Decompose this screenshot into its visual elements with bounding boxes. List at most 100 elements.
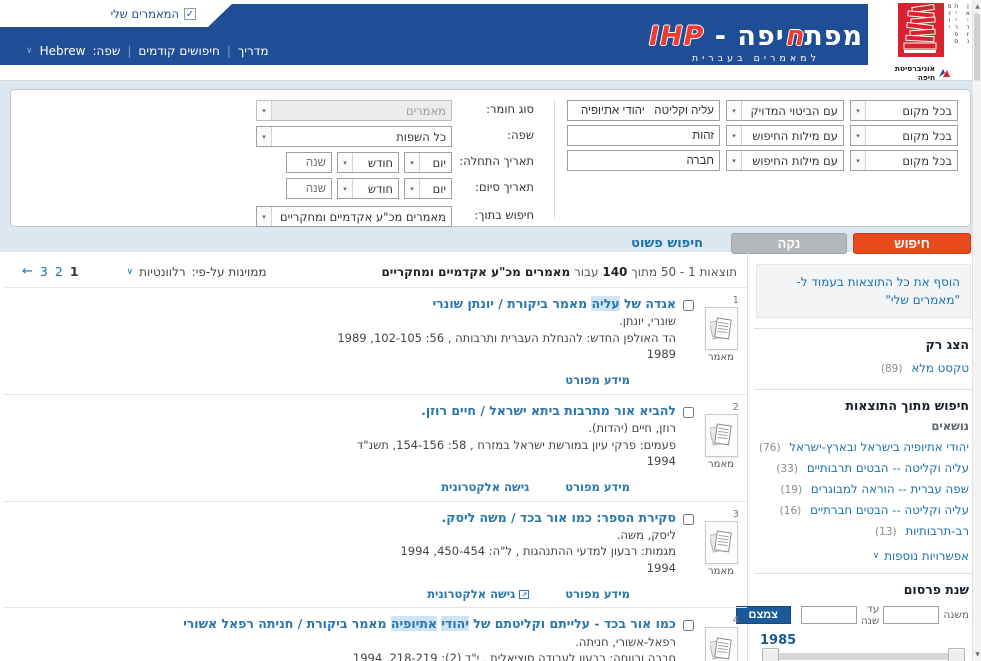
page-2-link[interactable]: 2 [54, 264, 63, 279]
topic-facet[interactable]: עליה וקליטה -- הבטים חברתיים [810, 503, 969, 517]
topic-facet[interactable]: עליה וקליטה -- הבטים תרבותיים [806, 461, 969, 475]
results-main: תוצאות 1 - 50 מתוך 140 עבור מאמרים מכ"ע … [0, 252, 747, 661]
logo-text2: יפה [737, 21, 785, 52]
scroll-up-arrow-icon[interactable]: ▲ [975, 3, 980, 10]
topic-facet[interactable]: רב-תרבותיות [905, 524, 969, 538]
result-title-link[interactable]: אגדה של עליה מאמר ביקורת / יונתן שונרי [432, 296, 676, 311]
nav-language-value[interactable]: Hebrew [39, 44, 86, 58]
results-count: 140 [602, 264, 628, 279]
page-3-link[interactable]: 3 [39, 264, 48, 279]
scope-select-1[interactable]: בכל מקום ▾ [850, 100, 958, 121]
search-button[interactable]: חיפוש [853, 233, 971, 254]
scope-select-3[interactable]: בכל מקום ▾ [850, 150, 958, 171]
add-all-box[interactable]: הוסף את כל התוצאות בעמוד ל-"מאמרים שלי" [756, 264, 971, 318]
topics-heading: נושאים [931, 419, 969, 433]
narrow-button[interactable]: צמצם [735, 606, 791, 624]
start-month-select[interactable]: חודש ▾ [337, 152, 399, 173]
scrollbar-thumb[interactable] [974, 13, 980, 81]
search-term-input-2[interactable] [567, 125, 720, 146]
add-all-link[interactable]: הוסף את כל התוצאות בעמוד ל-"מאמרים שלי" [796, 275, 960, 307]
select-arrow-icon[interactable]: ▾ [338, 153, 353, 172]
result-title-link[interactable]: סקירת הספר: כמו אור בכד / משה ליסק. [441, 509, 677, 525]
slider-handle-max[interactable] [948, 648, 965, 661]
slider-handle-min[interactable] [762, 648, 779, 661]
sort-control[interactable]: ממוינות על-פי: רלוונטיות ∨ [127, 265, 267, 279]
year-min-label: 1985 [760, 633, 797, 648]
select-arrow-icon[interactable]: ▾ [257, 127, 272, 146]
result-year: 1994 [646, 561, 676, 576]
detail-info-link[interactable]: מידע מפורט [565, 586, 630, 601]
slider-track[interactable] [762, 653, 965, 660]
material-type-badge: מאמר [708, 458, 734, 470]
select-arrow-icon[interactable]: ▾ [727, 126, 742, 145]
select-arrow-icon[interactable]: ▾ [851, 101, 866, 120]
result-item: 1 מאמר [4, 288, 747, 395]
start-year-input[interactable] [286, 152, 332, 173]
article-thumbnail[interactable] [704, 307, 738, 350]
select-arrow-icon[interactable]: ▾ [405, 179, 420, 198]
article-thumbnail[interactable] [704, 413, 738, 457]
my-articles-checkbox[interactable]: ✓ [184, 7, 196, 20]
select-arrow-icon[interactable]: ▾ [338, 179, 353, 198]
result-checkbox[interactable] [683, 300, 694, 311]
search-within-select[interactable]: מאמרים מכ"ע אקדמיים ומחקריים ▾ [256, 206, 452, 227]
search-row-3: בכל מקום ▾ עם מילות החיפוש ▾ [567, 150, 958, 171]
nav-previous-searches-link[interactable]: חיפושים קודמים [138, 44, 220, 58]
external-link-icon: ↗ [519, 589, 530, 599]
nav-guide-link[interactable]: מדריך [237, 44, 269, 58]
document-icon [710, 317, 732, 340]
select-arrow-icon[interactable]: ▾ [727, 101, 742, 120]
my-articles-label: המאמרים שלי [110, 6, 179, 21]
logo-ihp: IHP [648, 21, 705, 52]
more-options-link[interactable]: אפשרויות נוספות ∨ [872, 549, 969, 563]
end-year-input[interactable] [286, 178, 332, 199]
electronic-access-link[interactable]: גישה אלקטרונית [441, 479, 530, 494]
result-title-link[interactable]: להביא אור מתרבות ביתא ישראל / חיים רוזן. [421, 402, 676, 418]
operator-select-1[interactable]: עם הביטוי המדויק ▾ [726, 100, 844, 121]
electronic-access-link[interactable]: ↗ גישה אלקטרונית [427, 586, 530, 603]
clear-button[interactable]: נקה [731, 233, 847, 254]
result-checkbox[interactable] [683, 406, 694, 418]
result-source: פעמים: פרקי עיון במורשת ישראל במזרח , 58… [356, 437, 676, 452]
select-arrow-icon[interactable]: ▾ [851, 126, 866, 145]
select-arrow-icon[interactable]: ▾ [727, 151, 742, 170]
results-scope: מאמרים מכ"ע אקדמיים ומחקריים [381, 264, 571, 279]
language-filter-select[interactable]: כל השפות ▾ [256, 126, 452, 147]
select-arrow-icon[interactable]: ▾ [405, 153, 420, 172]
my-articles-tab[interactable]: ✓ המאמרים שלי [0, 0, 236, 27]
scope-select-2[interactable]: בכל מקום ▾ [850, 125, 958, 146]
logo-het: ח [784, 21, 805, 52]
simple-search-link[interactable]: חיפוש פשוט [631, 236, 703, 251]
topic-facet[interactable]: יהודי אתיופיה בישראל ובארץ-ישראל [789, 440, 969, 454]
result-title-link[interactable]: כמו אור בכד - עלייתם וקליטתם של יהודי את… [183, 616, 676, 632]
search-term-input-1[interactable] [567, 100, 720, 121]
start-day-select[interactable]: יום ▾ [404, 152, 452, 173]
logo-text: מפת [804, 21, 863, 52]
to-year-input[interactable] [800, 606, 857, 624]
select-arrow-icon[interactable]: ▾ [851, 151, 866, 170]
select-arrow-icon[interactable]: ▾ [257, 207, 272, 226]
detail-info-link[interactable]: מידע מפורט [565, 479, 630, 494]
operator-select-2[interactable]: עם מילות החיפוש ▾ [726, 125, 844, 146]
next-page-arrow-icon[interactable]: ← [22, 264, 33, 279]
detail-info-link[interactable]: מידע מפורט [565, 373, 630, 388]
full-text-facet[interactable]: טקסט מלא [911, 361, 969, 375]
scroll-down-arrow-icon[interactable]: ▼ [975, 651, 980, 658]
vertical-scrollbar[interactable]: ▲ ▼ [972, 0, 981, 661]
from-year-input[interactable] [883, 606, 940, 624]
header: ✓ המאמרים שלי מפתחיפה - IHP למאמרים בעבר… [0, 0, 981, 82]
topic-facet[interactable]: שפה עברית -- הוראה למבוגרים [810, 482, 969, 496]
article-thumbnail[interactable] [704, 520, 738, 564]
search-within-results-heading: חיפוש מתוך התוצאות [845, 398, 969, 413]
result-checkbox[interactable] [683, 620, 694, 632]
result-year: 1994 [646, 454, 676, 469]
chevron-down-icon[interactable]: ∨ [26, 46, 33, 56]
search-term-input-3[interactable] [567, 150, 720, 171]
material-type-badge: מאמר [708, 352, 734, 363]
end-day-select[interactable]: יום ▾ [404, 178, 452, 199]
end-month-select[interactable]: חודש ▾ [337, 178, 399, 199]
operator-select-3[interactable]: עם מילות החיפוש ▾ [726, 150, 844, 171]
article-thumbnail[interactable] [704, 627, 738, 661]
result-checkbox[interactable] [683, 513, 694, 525]
